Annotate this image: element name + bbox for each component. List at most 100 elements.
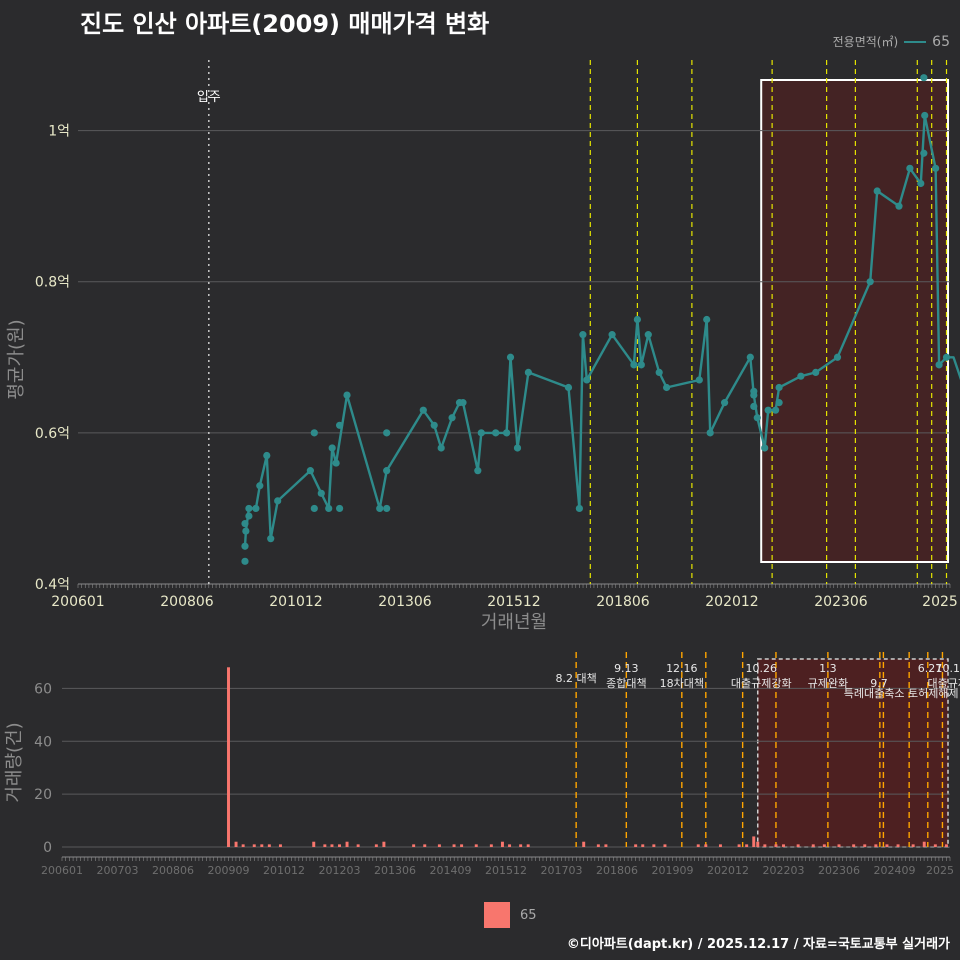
policy-label: 규제완화: [808, 677, 848, 690]
x-tick-label: 2025: [926, 864, 954, 877]
x-tick-label: 201806: [596, 864, 638, 877]
data-point: [775, 383, 783, 392]
volume-bar: [911, 844, 915, 847]
volume-bar: [519, 844, 523, 847]
data-point: [695, 376, 703, 384]
x-tick-label: 200601: [51, 594, 104, 610]
y-axis-title: 평균가(원): [6, 319, 27, 399]
data-point: [437, 444, 445, 452]
series-line-65: [243, 114, 960, 547]
y-axis-title: 거래량(건): [4, 722, 25, 802]
policy-label: 6.27: [918, 662, 943, 675]
data-point: [873, 187, 881, 195]
volume-bar: [933, 844, 937, 847]
data-point: [430, 421, 438, 429]
data-point: [325, 504, 333, 513]
x-axis-title: 거래년월: [481, 612, 547, 633]
x-tick-label: 201409: [430, 864, 472, 877]
x-tick-label: 202306: [818, 864, 860, 877]
volume-bar: [596, 844, 600, 847]
volume-bar: [737, 844, 741, 847]
volume-bar: [796, 844, 800, 847]
volume-bar: [756, 841, 760, 847]
data-point: [524, 368, 532, 376]
volume-bar: [944, 844, 948, 847]
volume-bar: [460, 844, 464, 847]
volume-bar: [874, 844, 878, 847]
policy-label: 1.3: [819, 662, 837, 675]
y-tick-label: 40: [34, 734, 52, 750]
data-point: [332, 459, 340, 467]
data-point: [583, 376, 591, 384]
y-tick-label: 0.6억: [35, 426, 70, 442]
volume-bar: [663, 844, 667, 847]
data-point: [310, 504, 318, 513]
volume-bar: [922, 841, 926, 847]
volume-bar: [278, 844, 282, 847]
data-point: [448, 414, 456, 422]
data-point: [383, 429, 391, 437]
data-point: [459, 399, 467, 407]
data-point: [920, 149, 928, 157]
x-tick-label: 201703: [541, 864, 583, 877]
volume-bar: [604, 844, 608, 847]
volume-bar: [852, 844, 856, 847]
data-point: [644, 331, 652, 339]
y-tick-label: 0: [43, 840, 52, 856]
volume-bar: [474, 844, 478, 847]
data-point: [812, 368, 820, 376]
data-point: [267, 535, 275, 543]
highlight-box: [756, 658, 949, 848]
data-point: [761, 444, 769, 452]
chart-title: 진도 인산 아파트(2009) 매매가격 변화: [80, 10, 490, 38]
data-point: [383, 467, 391, 475]
data-point: [376, 504, 384, 513]
data-point: [932, 164, 940, 172]
data-point: [419, 406, 427, 414]
data-point: [252, 504, 260, 513]
data-point: [579, 331, 587, 339]
data-point: [703, 315, 711, 324]
volume-bar: [582, 841, 586, 847]
policy-label: 10.1: [936, 662, 960, 675]
data-point: [764, 406, 772, 414]
x-tick-label: 200601: [41, 864, 83, 877]
volume-bar: [745, 844, 749, 847]
data-point: [564, 383, 573, 392]
x-tick-label: 200909: [208, 864, 250, 877]
volume-bar: [774, 844, 778, 847]
policy-label: 12.16: [666, 662, 698, 675]
policy-label: 18차대책: [660, 677, 704, 690]
data-point: [256, 482, 264, 490]
data-point: [506, 353, 515, 361]
highlight-box: [760, 79, 949, 563]
data-point: [772, 406, 780, 414]
data-point: [797, 372, 805, 380]
data-point: [906, 164, 914, 172]
x-tick-label: 201012: [263, 864, 305, 877]
policy-label: 대출규제강화: [731, 677, 792, 690]
data-point: [935, 361, 943, 369]
volume-bar: [508, 844, 512, 847]
volume-bar: [718, 844, 722, 847]
volume-bar: [260, 844, 264, 847]
volume-bar: [782, 844, 785, 847]
x-tick-label: 200806: [152, 864, 194, 877]
y-tick-label: 20: [34, 787, 52, 803]
policy-label: 대출규제: [928, 677, 960, 690]
y-tick-label: 0.8억: [35, 275, 70, 291]
data-point: [306, 467, 314, 475]
volume-bar: [241, 844, 245, 847]
x-tick-label: 202306: [814, 594, 868, 610]
data-point: [383, 504, 391, 513]
volume-bar: [323, 844, 327, 847]
data-point: [310, 429, 318, 437]
volume-bar: [437, 844, 441, 847]
data-point: [775, 399, 783, 407]
volume-bar: [412, 844, 416, 847]
volume-bar: [312, 841, 316, 847]
data-point: [492, 429, 500, 437]
x-tick-label: 201306: [378, 594, 432, 610]
data-point: [263, 451, 271, 460]
